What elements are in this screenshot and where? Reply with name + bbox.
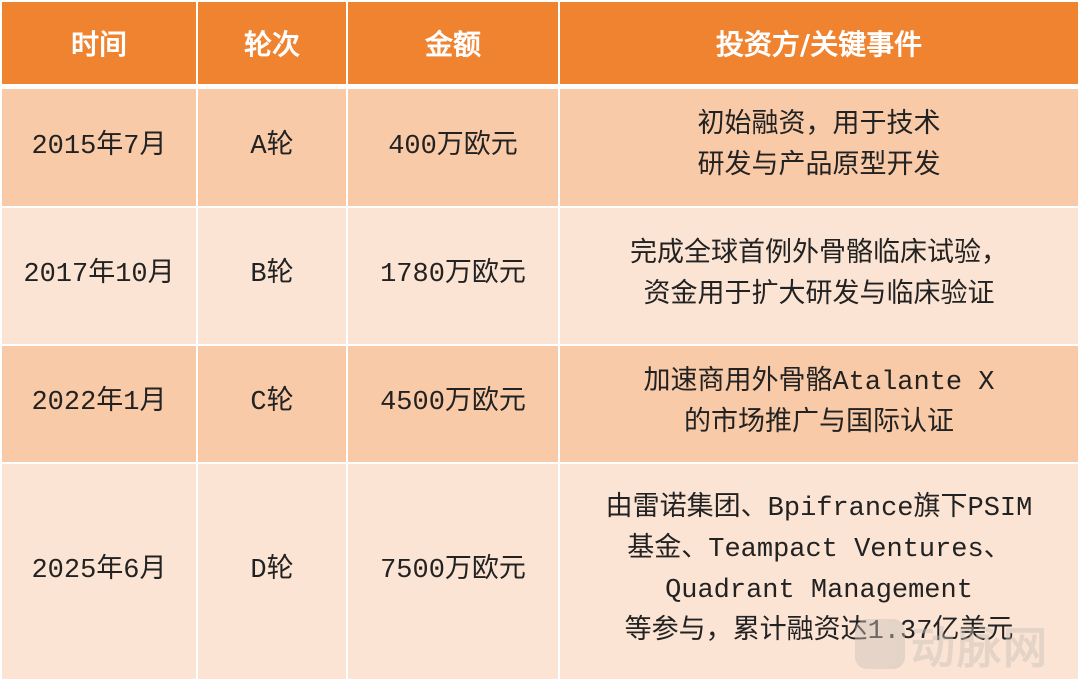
cell-time: 2015年7月	[0, 85, 198, 208]
event-line: 完成全球首例外骨骼临床试验，	[630, 239, 1008, 270]
cell-event: 由雷诺集团、Bpifrance旗下PSIM 基金、Teampact Ventur…	[558, 461, 1080, 681]
cell-time: 2017年10月	[0, 205, 198, 346]
cell-event: 初始融资，用于技术 研发与产品原型开发	[558, 85, 1080, 208]
cell-amount: 7500万欧元	[346, 461, 560, 681]
table-row: 2015年7月 A轮 400万欧元 初始融资，用于技术 研发与产品原型开发	[0, 85, 1080, 208]
header-round: 轮次	[196, 0, 348, 89]
cell-event: 完成全球首例外骨骼临床试验， 资金用于扩大研发与临床验证	[558, 205, 1080, 346]
header-time: 时间	[0, 0, 198, 89]
header-amount: 金额	[346, 0, 560, 89]
event-line: 基金、Teampact Ventures、	[627, 535, 1011, 565]
cell-time: 2025年6月	[0, 461, 198, 681]
cell-round: B轮	[196, 205, 348, 346]
event-line: 初始融资，用于技术	[697, 111, 941, 142]
cell-round: C轮	[196, 343, 348, 464]
cell-round: A轮	[196, 85, 348, 208]
event-line: 的市场推广与国际认证	[684, 408, 954, 439]
event-line: 由雷诺集团、Bpifrance旗下PSIM	[605, 494, 1033, 524]
cell-amount: 4500万欧元	[346, 343, 560, 464]
table-row: 2017年10月 B轮 1780万欧元 完成全球首例外骨骼临床试验， 资金用于扩…	[0, 205, 1080, 346]
event-line: 等参与，累计融资达1.37亿美元	[624, 617, 1014, 647]
cell-event: 加速商用外骨骼Atalante X 的市场推广与国际认证	[558, 343, 1080, 464]
header-event: 投资方/关键事件	[558, 0, 1080, 89]
table-row: 2022年1月 C轮 4500万欧元 加速商用外骨骼Atalante X 的市场…	[0, 343, 1080, 464]
cell-amount: 1780万欧元	[346, 205, 560, 346]
table-row: 2025年6月 D轮 7500万欧元 由雷诺集团、Bpifrance旗下PSIM…	[0, 461, 1080, 681]
event-line: 加速商用外骨骼Atalante X	[643, 367, 995, 398]
cell-round: D轮	[196, 461, 348, 681]
event-line: Quadrant Management	[665, 576, 973, 606]
event-line: 研发与产品原型开发	[697, 152, 941, 183]
cell-time: 2022年1月	[0, 343, 198, 464]
cell-amount: 400万欧元	[346, 85, 560, 208]
header-row: 时间 轮次 金额 投资方/关键事件	[0, 0, 1080, 89]
event-line: 资金用于扩大研发与临床验证	[643, 280, 995, 311]
